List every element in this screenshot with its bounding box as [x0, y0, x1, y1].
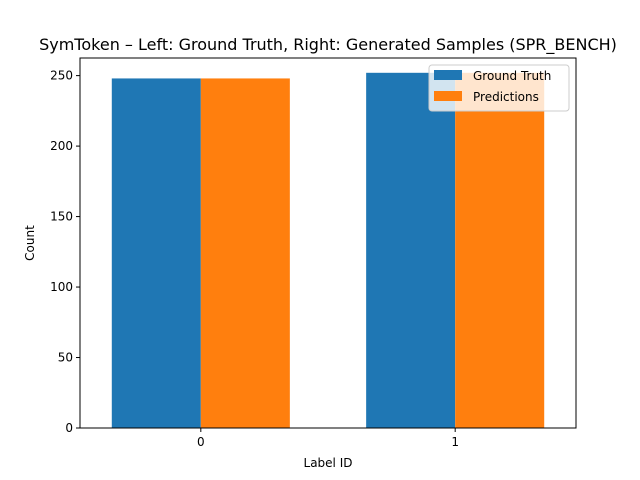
y-axis-label: Count: [23, 225, 37, 261]
plot-frame: [79, 57, 577, 429]
legend-box: [428, 64, 570, 112]
chart-title: SymToken – Left: Ground Truth, Right: Ge…: [39, 35, 617, 55]
y-tick-label: 100: [50, 280, 73, 294]
x-tick-label: 1: [451, 435, 459, 449]
bar-predictions-1: [455, 72, 545, 429]
bar-predictions-0: [200, 78, 290, 428]
y-tick-label: 200: [50, 139, 73, 153]
y-axis-ticks: 0 50 100 150 200 250: [50, 69, 80, 435]
bar-ground-truth-0: [111, 78, 201, 428]
x-axis-label: Label ID: [304, 456, 353, 470]
y-tick-label: 0: [65, 421, 73, 435]
x-tick-label: 0: [197, 435, 205, 449]
legend: Ground Truth Predictions: [428, 64, 570, 112]
legend-label-ground-truth: Ground Truth: [473, 69, 551, 83]
y-tick-label: 250: [50, 69, 73, 83]
legend-swatch-ground-truth: [434, 70, 462, 80]
bars-group: [111, 72, 545, 429]
legend-label-predictions: Predictions: [473, 90, 539, 104]
y-tick-label: 150: [50, 210, 73, 224]
legend-swatch-predictions: [434, 91, 462, 101]
bar-ground-truth-1: [366, 72, 456, 429]
y-tick-label: 50: [58, 351, 73, 365]
